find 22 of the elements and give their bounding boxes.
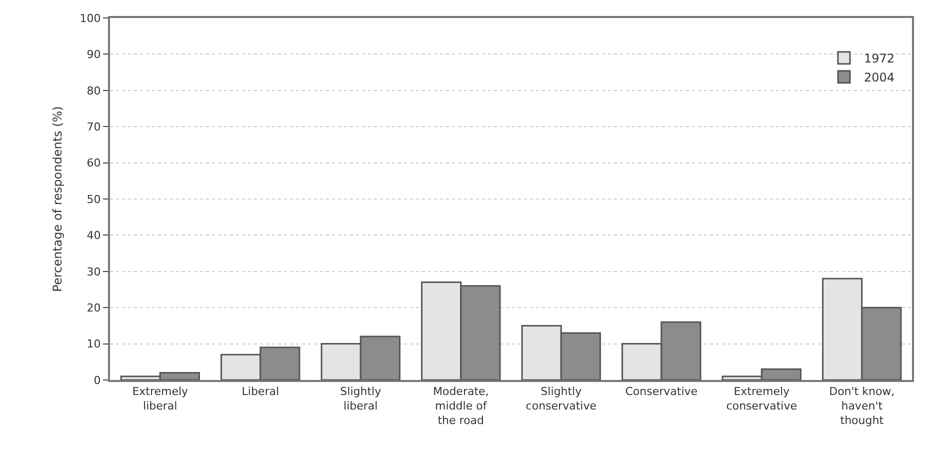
x-tick-label: Don't know, haven't thought xyxy=(829,385,895,427)
x-tick-label: Slightly liberal xyxy=(340,385,382,412)
x-tick-label: Conservative xyxy=(625,385,698,398)
y-tick-label: 60 xyxy=(86,156,101,170)
y-tick-label: 40 xyxy=(86,229,101,242)
x-tick-label: Moderate, middle of the road xyxy=(432,385,489,427)
x-tick-label: Extremely liberal xyxy=(132,385,189,412)
x-tick-label: Liberal xyxy=(242,385,280,398)
x-tick-label: Extremely conservative xyxy=(726,385,798,412)
y-tick-label: 30 xyxy=(86,265,101,278)
y-tick-label: 10 xyxy=(86,338,101,351)
x-tick-label: Slightly conservative xyxy=(526,385,597,412)
y-tick-label: 50 xyxy=(86,192,101,206)
legend-label: 2004 xyxy=(864,70,895,85)
y-tick-label: 0 xyxy=(94,374,101,387)
y-tick-label: 90 xyxy=(86,48,101,62)
legend-label: 1972 xyxy=(864,52,895,66)
y-tick-label: 80 xyxy=(86,84,101,98)
y-tick-label: 100 xyxy=(80,12,101,25)
y-tick-label: 70 xyxy=(86,120,101,134)
y-axis-title: Percentage of respondents (%) xyxy=(50,106,65,292)
y-tick-label: 20 xyxy=(86,301,101,314)
